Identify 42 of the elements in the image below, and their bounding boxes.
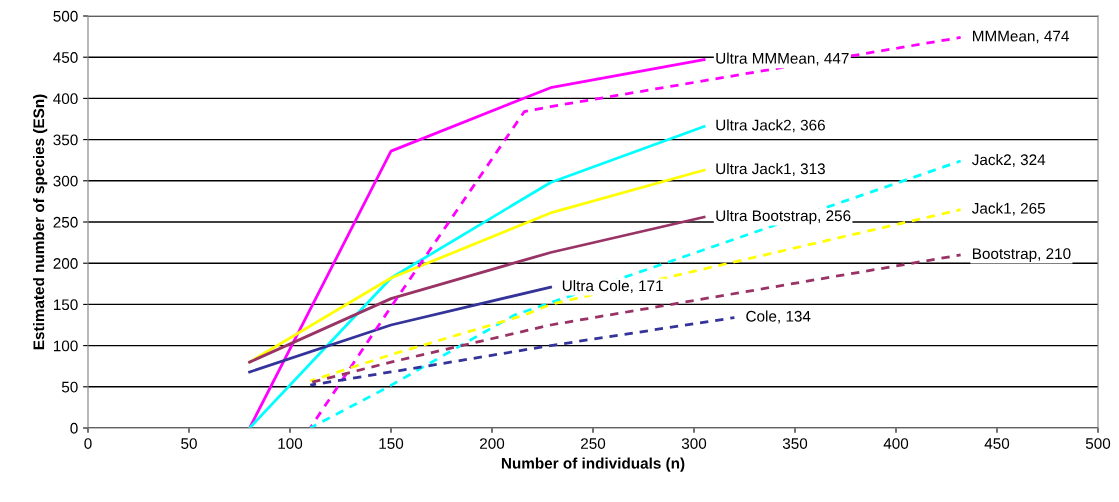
y-tick-label: 500 [53,10,78,22]
line-series [308,208,963,383]
y-axis-title: Estimated number of species (ESn) [32,94,48,350]
x-tick-label: 100 [278,438,303,449]
annotation: Ultra Jack2, 366 [716,119,825,133]
x-axis-title: Number of individuals (n) [501,457,685,472]
y-tick-label: 50 [61,381,78,393]
line-series [308,316,736,387]
line-series [248,125,706,428]
annotation: MMMean, 474 [973,30,1069,44]
y-tick-label: 200 [53,258,78,269]
annotation: Jack1, 265 [971,202,1045,216]
x-tick-label: 0 [84,438,92,449]
annotation: Ultra Cole, 171 [562,279,663,293]
x-tick-label: 150 [379,438,404,449]
x-tick-label: 450 [984,438,1010,449]
annotation: Jack2, 324 [971,153,1046,167]
annotation: Bootstrap, 210 [973,248,1071,263]
y-tick-label: 150 [53,299,78,311]
x-tick-label: 400 [883,438,909,449]
x-tick-label: 300 [681,438,707,449]
y-tick-label: 0 [70,422,78,434]
annotation: Ultra Jack1, 313 [716,162,825,176]
y-tick-label: 250 [53,216,78,228]
x-tick-label: 500 [1085,438,1111,449]
annotation: Ultra Bootstrap, 256 [716,209,851,225]
line-series [308,36,963,428]
y-tick-label: 100 [53,340,78,352]
line-series [248,168,706,364]
y-tick-label: 400 [53,93,78,105]
line-series [248,215,706,364]
line-series [248,58,706,428]
annotation: Ultra MMMean, 447 [716,52,849,66]
y-tick-label: 350 [53,134,78,146]
x-tick-label: 200 [480,438,505,449]
x-tick-label: 350 [782,438,808,449]
line-series [308,159,963,428]
x-tick-label: 50 [181,438,197,449]
x-tick-label: 250 [581,438,606,449]
y-tick-label: 300 [53,175,78,187]
annotation: Cole, 134 [746,310,811,324]
y-tick-label: 450 [53,52,78,63]
